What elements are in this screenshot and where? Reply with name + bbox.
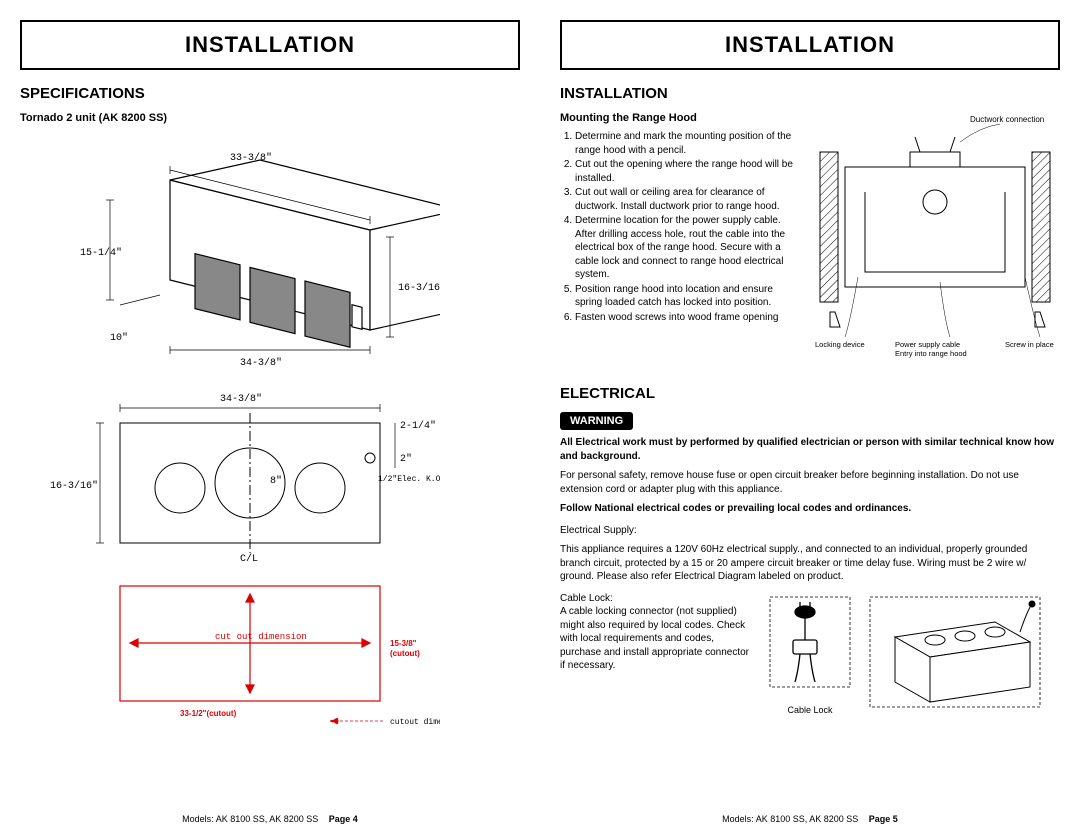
step-5: Position range hood into location and en… <box>575 283 795 310</box>
hood-iso-small <box>865 592 1045 712</box>
screw-label: Screw in place <box>1005 340 1054 349</box>
footer-page-left: Page 4 <box>329 814 358 824</box>
header-title-left: INSTALLATION <box>22 32 518 58</box>
dim-top-h: 16-3/16" <box>50 480 98 492</box>
cable-title: Cable Lock: <box>560 592 750 606</box>
mounting-diagram: Ductwork connection Locking device Power… <box>810 112 1060 375</box>
dim-h1: 16-3/16" <box>398 282 440 294</box>
duct-label: Ductwork connection <box>970 115 1044 124</box>
footer-page-right: Page 5 <box>869 814 898 824</box>
warn-p3: Follow National electrical codes or prev… <box>560 502 1060 516</box>
step-4: Determine location for the power supply … <box>575 214 795 282</box>
dim-d2: 10" <box>110 332 128 344</box>
cutout-diagram: cut out dimension 15-3/8"(cutout) 33-1/2… <box>20 566 440 736</box>
mounting-row: Mounting the Range Hood Determine and ma… <box>560 112 1060 375</box>
dim-top-w: 34-3/8" <box>220 393 262 405</box>
step-6: Fasten wood screws into wood frame openi… <box>575 311 795 325</box>
supply-text: This appliance requires a 120V 60Hz elec… <box>560 543 1060 584</box>
mounting-subtitle: Mounting the Range Hood <box>560 112 795 124</box>
dim-w2: 34-3/8" <box>240 357 282 369</box>
install-title: INSTALLATION <box>560 85 1060 102</box>
step-2: Cut out the opening where the range hood… <box>575 158 795 185</box>
mounting-steps: Determine and mark the mounting position… <box>560 130 795 324</box>
dim-top-o1: 2-1/4" <box>400 420 436 432</box>
dim-cl: C/L <box>240 553 258 563</box>
footer-models-left: Models: AK 8100 SS, AK 8200 SS <box>182 814 318 824</box>
page-left: INSTALLATION SPECIFICATIONS Tornado 2 un… <box>0 0 540 834</box>
page-header-right: INSTALLATION <box>560 20 1060 70</box>
dim-top-r: 8" <box>270 475 282 487</box>
cut-label: cut out dimension <box>215 632 307 642</box>
warn-p2: For personal safety, remove house fuse o… <box>560 469 1060 496</box>
warn-p1: All Electrical work must by performed by… <box>560 436 1060 463</box>
iso-diagram: 33-3/8" 16-3/16" 15-1/4" 34-3/8" 10" <box>20 130 440 380</box>
unit-title: Tornado 2 unit (AK 8200 SS) <box>20 112 520 124</box>
electrical-title: ELECTRICAL <box>560 385 1060 402</box>
mounting-text: Mounting the Range Hood Determine and ma… <box>560 112 795 375</box>
step-3: Cut out wall or ceiling area for clearan… <box>575 186 795 213</box>
cable-figs: Cable Lock <box>765 592 1060 715</box>
dim-ko: 1/2"Elec. K.O. <box>378 475 440 484</box>
page-right: INSTALLATION INSTALLATION Mounting the R… <box>540 0 1080 834</box>
page-header-left: INSTALLATION <box>20 20 520 70</box>
cable-text-col: Cable Lock: A cable locking connector (n… <box>560 592 750 715</box>
cutout-note: cutout dimension <box>390 718 440 727</box>
power-label: Power supply cableEntry into range hood <box>895 340 967 358</box>
dim-w1: 33-3/8" <box>230 152 272 164</box>
cable-caption: Cable Lock <box>765 705 855 715</box>
footer-models-right: Models: AK 8100 SS, AK 8200 SS <box>722 814 858 824</box>
cutout-w: 33-1/2"(cutout) <box>180 709 237 718</box>
lock-label: Locking device <box>815 340 865 349</box>
warning-badge: WARNING <box>560 412 633 430</box>
footer-right: Models: AK 8100 SS, AK 8200 SS Page 5 <box>540 814 1080 824</box>
cutout-h: 15-3/8"(cutout) <box>390 639 420 658</box>
specs-title: SPECIFICATIONS <box>20 85 520 102</box>
electrical-text: All Electrical work must by performed by… <box>560 436 1060 584</box>
header-title-right: INSTALLATION <box>562 32 1058 58</box>
cable-lock-fig: Cable Lock <box>765 592 855 715</box>
top-view-diagram: 34-3/8" 2-1/4" 2" 8" 16-3/16" 1/2"Elec. … <box>20 383 440 563</box>
footer-left: Models: AK 8100 SS, AK 8200 SS Page 4 <box>0 814 540 824</box>
cable-row: Cable Lock: A cable locking connector (n… <box>560 592 1060 715</box>
dim-top-o2: 2" <box>400 453 412 465</box>
dim-d1: 15-1/4" <box>80 247 122 259</box>
cable-text: A cable locking connector (not supplied)… <box>560 605 750 673</box>
supply-title: Electrical Supply: <box>560 524 1060 538</box>
step-1: Determine and mark the mounting position… <box>575 130 795 157</box>
